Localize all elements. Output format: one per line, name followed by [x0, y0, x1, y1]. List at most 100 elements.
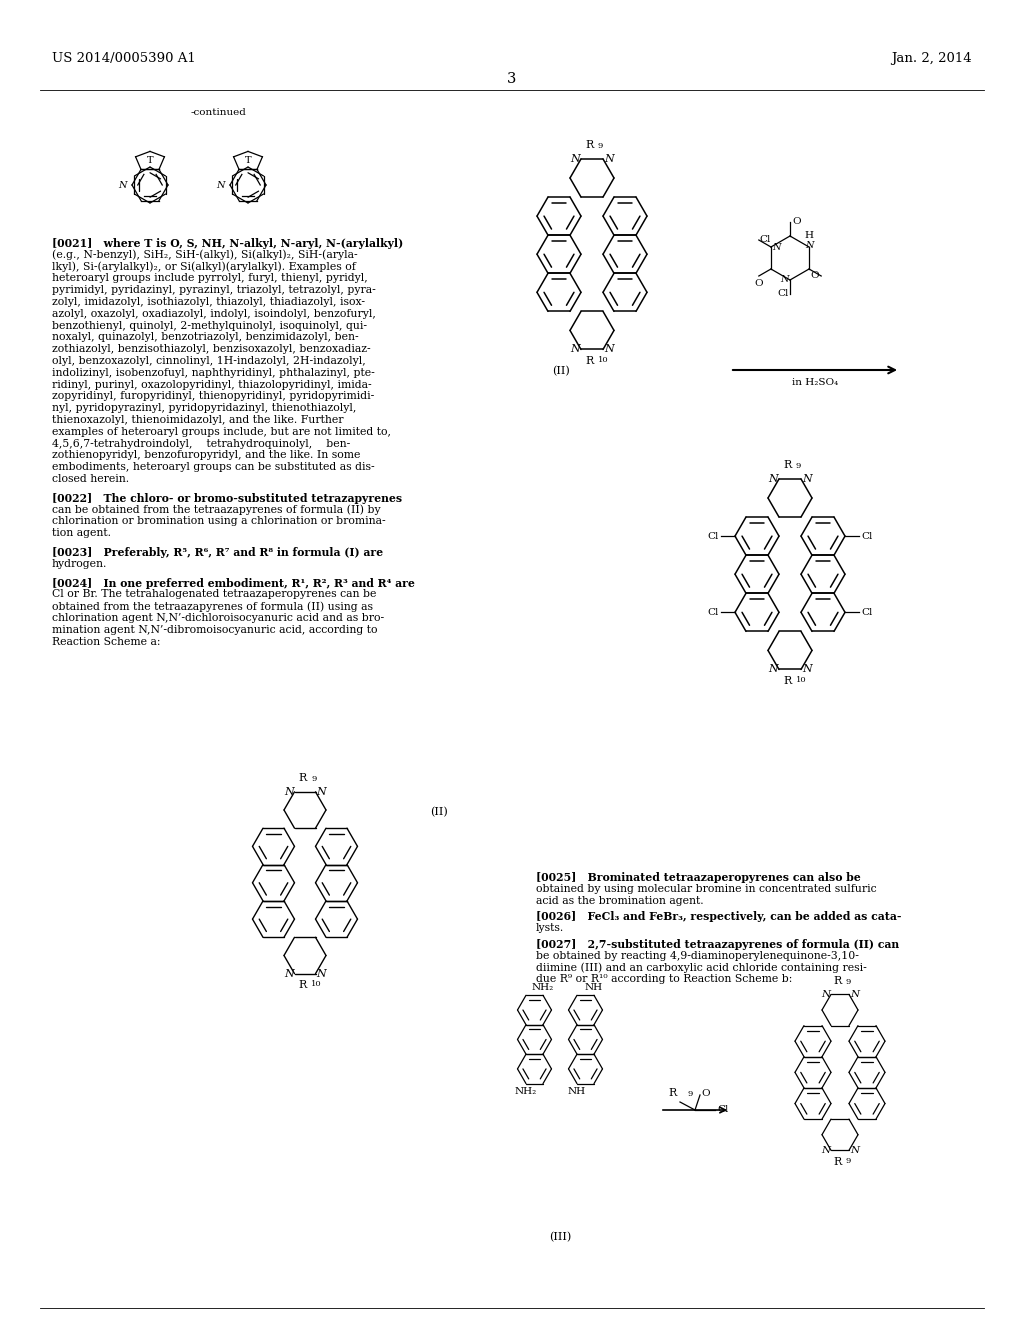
Text: due R⁹ or R¹⁰ according to Reaction Scheme b:: due R⁹ or R¹⁰ according to Reaction Sche… [536, 974, 793, 985]
Text: olyl, benzoxazolyl, cinnolinyl, 1H-indazolyl, 2H-indazolyl,: olyl, benzoxazolyl, cinnolinyl, 1H-indaz… [52, 356, 366, 366]
Text: 10: 10 [796, 676, 807, 685]
Text: H: H [805, 231, 813, 240]
Text: (e.g., N-benzyl), SiH₂, SiH-(alkyl), Si(alkyl)₂, SiH-(aryla-: (e.g., N-benzyl), SiH₂, SiH-(alkyl), Si(… [52, 249, 357, 260]
Text: Cl: Cl [708, 607, 719, 616]
Text: zothienopyridyl, benzofuropyridyl, and the like. In some: zothienopyridyl, benzofuropyridyl, and t… [52, 450, 360, 461]
Text: hydrogen.: hydrogen. [52, 558, 108, 569]
Text: -continued: -continued [190, 108, 246, 117]
Text: in H₂SO₄: in H₂SO₄ [792, 378, 838, 387]
Text: Cl: Cl [708, 532, 719, 541]
Text: embodiments, heteroaryl groups can be substituted as dis-: embodiments, heteroaryl groups can be su… [52, 462, 375, 473]
Text: N: N [780, 276, 790, 285]
Text: [0022]   The chloro- or bromo-substituted tetrazapyrenes: [0022] The chloro- or bromo-substituted … [52, 492, 402, 504]
Text: closed herein.: closed herein. [52, 474, 129, 484]
Text: R: R [669, 1088, 677, 1098]
Text: 9: 9 [687, 1090, 692, 1098]
Text: lysts.: lysts. [536, 923, 564, 933]
Text: R: R [784, 459, 793, 470]
Text: [0027]   2,7-substituted tetraazapyrenes of formula (II) can: [0027] 2,7-substituted tetraazapyrenes o… [536, 939, 899, 950]
Text: N: N [316, 969, 327, 978]
Text: Cl: Cl [861, 607, 872, 616]
Text: zopyridinyl, furopyridinyl, thienopyridinyl, pyridopyrimidi-: zopyridinyl, furopyridinyl, thienopyridi… [52, 392, 374, 401]
Text: Cl: Cl [777, 289, 790, 298]
Text: 9: 9 [311, 775, 316, 783]
Text: [0025]   Brominated tetraazaperopyrenes can also be: [0025] Brominated tetraazaperopyrenes ca… [536, 873, 861, 883]
Text: O: O [811, 272, 819, 281]
Text: examples of heteroaryl groups include, but are not limited to,: examples of heteroaryl groups include, b… [52, 426, 391, 437]
Text: N: N [802, 474, 812, 484]
Text: benzothienyl, quinolyl, 2-methylquinolyl, isoquinolyl, qui-: benzothienyl, quinolyl, 2-methylquinolyl… [52, 321, 367, 330]
Text: 9: 9 [846, 1156, 851, 1164]
Text: N: N [802, 664, 812, 675]
Text: NH: NH [568, 1086, 586, 1096]
Text: T: T [245, 156, 251, 165]
Text: N: N [570, 154, 580, 164]
Text: azolyl, oxazolyl, oxadiazolyl, indolyl, isoindolyl, benzofuryl,: azolyl, oxazolyl, oxadiazolyl, indolyl, … [52, 309, 376, 319]
Text: O: O [792, 218, 801, 227]
Text: [0023]   Preferably, R⁵, R⁶, R⁷ and R⁸ in formula (I) are: [0023] Preferably, R⁵, R⁶, R⁷ and R⁸ in … [52, 546, 383, 558]
Text: R: R [784, 676, 793, 686]
Text: pyrimidyl, pyridazinyl, pyrazinyl, triazolyl, tetrazolyl, pyra-: pyrimidyl, pyridazinyl, pyrazinyl, triaz… [52, 285, 376, 296]
Text: ridinyl, purinyl, oxazolopyridinyl, thiazolopyridinyl, imida-: ridinyl, purinyl, oxazolopyridinyl, thia… [52, 380, 372, 389]
Text: 10: 10 [598, 356, 608, 364]
Text: Cl or Br. The tetrahalogenated tetraazaperopyrenes can be: Cl or Br. The tetrahalogenated tetraazap… [52, 590, 377, 599]
Text: zothiazolyl, benzisothiazolyl, benzisoxazolyl, benzoxadiaz-: zothiazolyl, benzisothiazolyl, benzisoxa… [52, 345, 371, 354]
Text: Cl: Cl [717, 1106, 728, 1114]
Text: T: T [146, 156, 154, 165]
Text: mination agent N,N’-dibromoisocyanuric acid, according to: mination agent N,N’-dibromoisocyanuric a… [52, 624, 378, 635]
Text: (III): (III) [549, 1232, 571, 1242]
Text: nyl, pyridopyrazinyl, pyridopyridazinyl, thienothiazolyl,: nyl, pyridopyrazinyl, pyridopyridazinyl,… [52, 403, 356, 413]
Text: R: R [299, 981, 307, 990]
Text: N: N [284, 969, 294, 978]
Text: (II): (II) [552, 366, 569, 376]
Text: [0026]   FeCl₃ and FeBr₃, respectively, can be added as cata-: [0026] FeCl₃ and FeBr₃, respectively, ca… [536, 911, 901, 923]
Text: noxalyl, quinazolyl, benzotriazolyl, benzimidazolyl, ben-: noxalyl, quinazolyl, benzotriazolyl, ben… [52, 333, 358, 342]
Text: N: N [850, 990, 859, 999]
Text: R: R [586, 356, 594, 367]
Text: NH₂: NH₂ [515, 1086, 538, 1096]
Text: 10: 10 [311, 981, 322, 989]
Text: diimine (III) and an carboxylic acid chloride containing resi-: diimine (III) and an carboxylic acid chl… [536, 962, 866, 973]
Text: N: N [570, 345, 580, 355]
Text: N: N [821, 1146, 830, 1155]
Text: Jan. 2, 2014: Jan. 2, 2014 [891, 51, 972, 65]
Text: Cl: Cl [861, 532, 872, 541]
Text: thienoxazolyl, thienoimidazolyl, and the like. Further: thienoxazolyl, thienoimidazolyl, and the… [52, 414, 343, 425]
Text: chlorination agent N,N’-dichloroisocyanuric acid and as bro-: chlorination agent N,N’-dichloroisocyanu… [52, 612, 384, 623]
Text: N: N [768, 474, 778, 484]
Text: (II): (II) [430, 807, 447, 817]
Text: N: N [316, 787, 327, 797]
Text: tion agent.: tion agent. [52, 528, 111, 539]
Text: R: R [834, 1156, 842, 1167]
Text: 4,5,6,7-tetrahydroindolyl,    tetrahydroquinolyl,    ben-: 4,5,6,7-tetrahydroindolyl, tetrahydroqui… [52, 438, 350, 449]
Text: N: N [604, 154, 613, 164]
Text: O: O [701, 1089, 710, 1097]
Text: N: N [768, 664, 778, 675]
Text: obtained by using molecular bromine in concentrated sulfuric: obtained by using molecular bromine in c… [536, 884, 877, 894]
Text: 9: 9 [796, 462, 802, 470]
Text: [0021]   where T is O, S, NH, N-alkyl, N-aryl, N-(arylalkyl): [0021] where T is O, S, NH, N-alkyl, N-a… [52, 238, 403, 249]
Text: Reaction Scheme a:: Reaction Scheme a: [52, 636, 161, 647]
Text: heteroaryl groups include pyrrolyl, furyl, thienyl, pyridyl,: heteroaryl groups include pyrrolyl, fury… [52, 273, 368, 284]
Text: US 2014/0005390 A1: US 2014/0005390 A1 [52, 51, 196, 65]
Text: Cl: Cl [760, 235, 771, 244]
Text: chlorination or bromination using a chlorination or bromina-: chlorination or bromination using a chlo… [52, 516, 386, 527]
Text: R: R [834, 975, 842, 986]
Text: NH₂: NH₂ [531, 983, 554, 993]
Text: 9: 9 [598, 143, 603, 150]
Text: be obtained by reacting 4,9-diaminoperylenequinone-3,10-: be obtained by reacting 4,9-diaminoperyl… [536, 950, 859, 961]
Text: N: N [850, 1146, 859, 1155]
Text: NH: NH [585, 983, 603, 993]
Text: N: N [284, 787, 294, 797]
Text: N: N [821, 990, 830, 999]
Text: N: N [805, 242, 813, 251]
Text: O: O [755, 279, 763, 288]
Text: lkyl), Si-(arylalkyl)₂, or Si(alkyl)(arylalkyl). Examples of: lkyl), Si-(arylalkyl)₂, or Si(alkyl)(ary… [52, 261, 356, 272]
Text: N: N [119, 181, 127, 190]
Text: N: N [604, 345, 613, 355]
Text: N: N [216, 181, 225, 190]
Text: 3: 3 [507, 73, 517, 86]
Text: acid as the bromination agent.: acid as the bromination agent. [536, 895, 703, 906]
Text: N: N [772, 243, 780, 252]
Text: 9: 9 [846, 978, 851, 986]
